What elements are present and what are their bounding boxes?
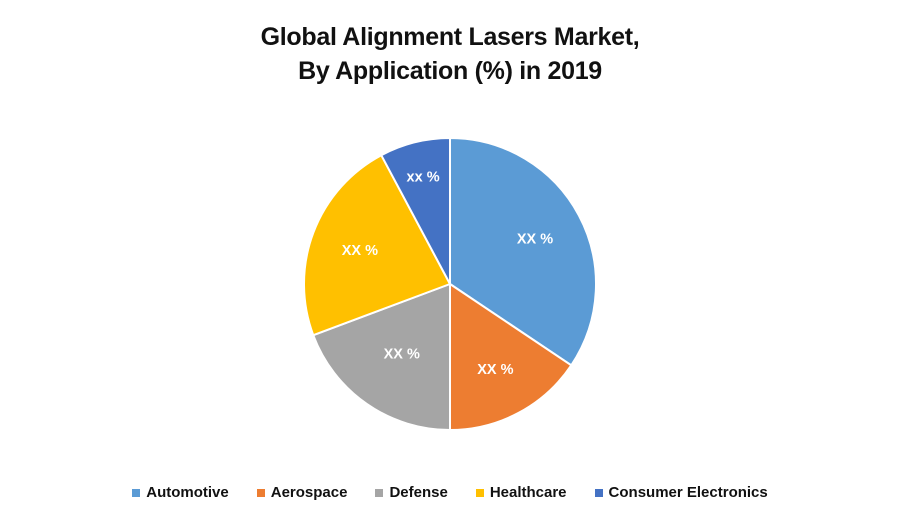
data-label-healthcare: XX % <box>342 243 378 259</box>
legend-item-consumer-electronics: Consumer Electronics <box>594 484 768 501</box>
legend-item-defense: Defense <box>375 484 448 501</box>
legend-label-automotive: Automotive <box>146 484 229 501</box>
chart-title: Global Alignment Lasers Market, By Appli… <box>0 20 900 88</box>
legend-label-consumer-electronics: Consumer Electronics <box>608 484 768 501</box>
data-label-aerospace: XX % <box>477 362 513 378</box>
legend-swatch-defense <box>375 488 384 497</box>
data-label-automotive: XX % <box>517 232 553 248</box>
data-label-consumer-electronics: xx % <box>407 169 440 185</box>
legend-label-aerospace: Aerospace <box>270 484 348 501</box>
legend-item-automotive: Automotive <box>132 484 229 501</box>
chart-title-line-1: Global Alignment Lasers Market, <box>260 23 640 51</box>
pie-slice-consumer-electronics <box>379 136 451 285</box>
legend-swatch-automotive <box>132 488 141 497</box>
legend-label-healthcare: Healthcare <box>489 484 567 501</box>
legend-swatch-healthcare <box>475 488 484 497</box>
legend-swatch-consumer-electronics <box>594 488 603 497</box>
chart-legend: Automotive Aerospace Defense Healthcare … <box>0 484 900 501</box>
pie-slice-aerospace <box>449 282 573 432</box>
legend-label-defense: Defense <box>389 484 448 501</box>
legend-item-healthcare: Healthcare <box>475 484 567 501</box>
chart-title-line-2: By Application (%) in 2019 <box>298 57 602 85</box>
legend-swatch-aerospace <box>256 488 265 497</box>
pie-slice-defense <box>311 282 451 432</box>
legend-item-aerospace: Aerospace <box>256 484 348 501</box>
pie-slice-healthcare <box>303 153 452 337</box>
pie-slice-automotive <box>449 136 597 367</box>
data-label-defense: XX % <box>384 347 420 363</box>
